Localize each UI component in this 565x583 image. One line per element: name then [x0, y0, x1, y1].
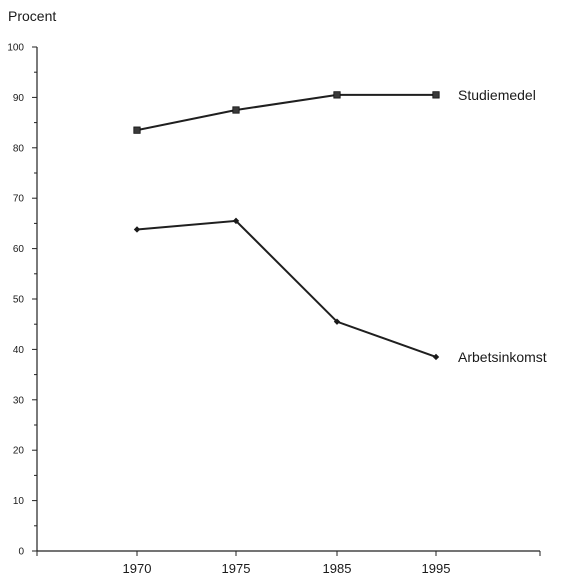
- series-group: Studiemedel Arbetsinkomst: [133, 87, 547, 365]
- x-tick-label: 1975: [222, 561, 251, 576]
- data-point-studiemedel: [133, 126, 141, 134]
- x-tick-label: 1985: [323, 561, 352, 576]
- data-point-studiemedel: [432, 91, 440, 99]
- x-tick-label: 1995: [422, 561, 451, 576]
- data-point-studiemedel: [232, 106, 240, 114]
- y-tick-label: 10: [13, 496, 25, 507]
- y-tick-label: 90: [13, 93, 25, 104]
- series-line-arbetsinkomst: [136, 219, 437, 358]
- y-tick-label: 70: [13, 194, 25, 205]
- y-tick-label: 100: [7, 43, 24, 54]
- y-tick-label: 0: [18, 547, 24, 558]
- y-axis-ticks: 0 10 20 30 40 50 60 70 80 90 100: [7, 43, 37, 558]
- data-point-arbetsinkomst: [432, 353, 440, 361]
- y-axis-title: Procent: [8, 8, 56, 24]
- y-tick-label: 50: [13, 295, 25, 306]
- y-tick-label: 60: [13, 244, 25, 255]
- data-point-arbetsinkomst: [333, 318, 341, 325]
- y-tick-label: 20: [13, 446, 25, 457]
- y-tick-label: 30: [13, 395, 25, 406]
- x-axis-ticks: 1970 1975 1985 1995: [36, 551, 541, 576]
- data-point-arbetsinkomst: [232, 217, 240, 225]
- data-point-studiemedel: [333, 91, 341, 99]
- y-tick-label: 80: [13, 143, 25, 154]
- series-label-studiemedel: Studiemedel: [458, 87, 536, 103]
- series-line-studiemedel: [136, 93, 436, 132]
- data-point-arbetsinkomst: [133, 226, 141, 233]
- series-label-arbetsinkomst: Arbetsinkomst: [458, 349, 547, 365]
- x-tick-label: 1970: [123, 561, 152, 576]
- y-tick-label: 40: [13, 345, 25, 356]
